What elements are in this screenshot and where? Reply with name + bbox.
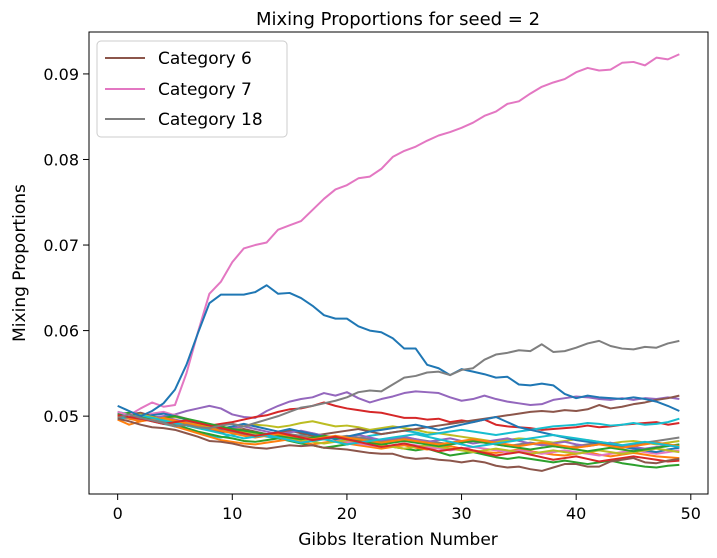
plot-frame [88, 31, 709, 495]
y-tick-label: 0.06 [43, 322, 79, 341]
y-tick-label: 0.05 [43, 407, 79, 426]
x-tick-label: 40 [566, 504, 586, 523]
legend-label-category-18: Category 18 [158, 110, 263, 130]
y-axis-ticks: 0.05 0.06 0.07 0.08 0.09 [43, 65, 89, 426]
x-tick-label: 20 [337, 504, 357, 523]
series-line-16 [117, 411, 680, 453]
x-tick-label: 10 [222, 504, 242, 523]
series-line-4 [117, 390, 680, 419]
series-line-1 [117, 284, 680, 418]
series-line-19 [117, 414, 680, 463]
legend-frame [96, 40, 288, 138]
y-tick-label: 0.08 [43, 150, 79, 169]
series-line-category-7 [117, 53, 680, 417]
chart-title: Mixing Proportions for seed = 2 [256, 9, 540, 30]
y-axis-label: Mixing Proportions [10, 184, 30, 342]
y-tick-label: 0.09 [43, 65, 79, 84]
x-axis-ticks: 0 10 20 30 40 50 [113, 494, 701, 523]
x-tick-label: 0 [113, 504, 123, 523]
series-line-category-18 [117, 339, 680, 430]
x-tick-label: 30 [451, 504, 471, 523]
x-axis-label: Gibbs Iteration Number [298, 530, 498, 550]
legend: Category 6 Category 7 Category 18 [96, 40, 288, 138]
legend-label-category-7: Category 7 [158, 80, 252, 100]
series-line-18 [117, 414, 680, 448]
legend-label-category-6: Category 6 [158, 49, 252, 69]
x-tick-label: 50 [681, 504, 701, 523]
y-tick-label: 0.07 [43, 236, 79, 255]
series-line-category-6 [117, 417, 680, 472]
series-layer [117, 53, 680, 472]
